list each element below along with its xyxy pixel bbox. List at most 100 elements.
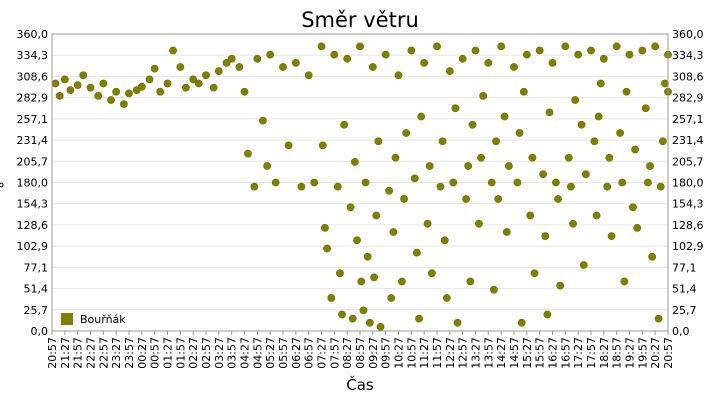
data-point: [625, 50, 634, 59]
data-point: [510, 63, 518, 71]
data-point: [194, 79, 203, 88]
x-tick-label: 00:27: [136, 337, 149, 369]
data-point: [445, 67, 454, 76]
data-point: [420, 58, 429, 67]
data-point: [317, 42, 326, 51]
data-point: [440, 236, 449, 245]
data-point: [607, 232, 616, 241]
data-point: [641, 104, 650, 113]
data-point: [427, 269, 436, 278]
data-point: [504, 162, 513, 170]
x-tick-label: 05:27: [264, 337, 277, 369]
x-tick-label: 10:57: [405, 337, 418, 369]
data-point: [548, 58, 557, 67]
data-point: [633, 223, 642, 232]
data-point: [357, 277, 366, 286]
x-tick-label: 14:27: [495, 337, 508, 369]
data-point: [391, 153, 400, 162]
y-tick-label-left: 128,6: [17, 219, 49, 232]
data-point: [99, 79, 108, 88]
data-point: [451, 104, 460, 113]
data-point: [338, 310, 346, 319]
data-point: [522, 50, 531, 59]
data-point: [616, 129, 624, 137]
data-point: [356, 42, 364, 51]
data-point: [502, 228, 511, 236]
y-tick-label-left: 51,4: [24, 283, 49, 296]
data-point: [202, 71, 210, 80]
data-point: [423, 219, 432, 228]
y-ticks-left: 0,0 25,7 51,4 77,1 102,9 128,6 154,3 180,0 205,7…: [17, 28, 49, 338]
y-tick-label-left: 231,4: [17, 134, 49, 147]
data-point: [94, 91, 103, 100]
data-point: [453, 318, 462, 327]
data-point: [661, 79, 669, 88]
data-point: [86, 83, 95, 92]
data-point: [477, 153, 485, 162]
data-point: [638, 46, 647, 55]
data-point: [66, 86, 75, 94]
x-tick-label: 23:27: [110, 337, 123, 369]
data-point: [530, 269, 539, 278]
data-point: [60, 75, 69, 84]
data-point: [297, 182, 306, 191]
data-point: [438, 137, 447, 146]
y-tick-label-left: 205,7: [17, 155, 49, 168]
x-tick-label: 11:27: [418, 337, 431, 369]
x-tick-label: 10:27: [393, 337, 406, 369]
data-point: [590, 137, 599, 146]
x-tick-label: 03:27: [213, 337, 226, 369]
data-point: [156, 87, 165, 96]
data-point: [359, 306, 368, 315]
x-tick-label: 12:27: [444, 337, 457, 369]
data-point: [618, 178, 627, 187]
x-tick-label: 22:27: [85, 337, 98, 369]
data-point: [622, 87, 631, 96]
x-tick-label: 19:57: [636, 337, 649, 369]
data-point: [79, 71, 88, 80]
y-tick-label-right: 180,0: [672, 177, 704, 190]
data-point: [361, 178, 370, 187]
x-tick-label: 06:27: [290, 337, 303, 369]
data-point: [494, 195, 503, 203]
data-point: [654, 314, 663, 323]
y-tick-label-left: 360,0: [17, 28, 49, 41]
data-point: [574, 50, 583, 59]
y-tick-label-left: 154,3: [17, 198, 49, 211]
data-point: [539, 170, 547, 179]
data-point: [552, 178, 560, 187]
x-tick-label: 09:57: [380, 337, 393, 369]
data-point: [181, 83, 190, 92]
data-point: [119, 100, 128, 109]
y-tick-label-right: 282,9: [672, 92, 704, 105]
y-tick-label-right: 128,6: [672, 219, 704, 232]
data-point: [284, 141, 293, 150]
data-point: [263, 162, 272, 170]
data-point: [387, 294, 396, 302]
data-point: [519, 87, 528, 96]
x-tick-label: 07:57: [328, 337, 341, 369]
x-tick-label: 16:27: [547, 337, 560, 369]
x-tick-label: 18:57: [611, 337, 624, 369]
data-point: [517, 318, 526, 327]
y-tick-label-left: 0,0: [31, 325, 49, 338]
data-point: [462, 195, 470, 203]
data-point: [475, 219, 483, 228]
y-tick-label-right: 25,7: [672, 304, 697, 317]
x-tick-label: 08:27: [341, 337, 354, 369]
x-tick-label: 04:57: [251, 337, 264, 369]
data-point: [500, 112, 509, 121]
x-tick-label: 13:27: [470, 337, 483, 369]
data-point: [145, 75, 154, 84]
data-point: [189, 75, 198, 84]
data-point: [468, 120, 477, 129]
data-point: [410, 174, 419, 183]
x-tick-label: 19:27: [624, 337, 637, 369]
x-tick-label: 07:27: [316, 337, 329, 369]
data-point: [125, 89, 133, 98]
data-point: [376, 322, 385, 331]
data-point: [541, 232, 550, 241]
x-tick-label: 16:57: [559, 337, 572, 369]
x-tick-label: 15:27: [521, 337, 534, 369]
